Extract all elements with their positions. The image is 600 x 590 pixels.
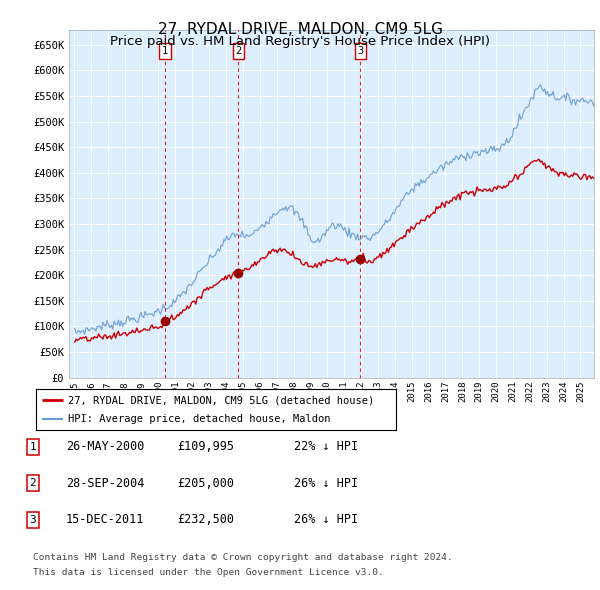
Text: 3: 3 [357, 46, 364, 56]
Text: 26% ↓ HPI: 26% ↓ HPI [294, 513, 358, 526]
Text: HPI: Average price, detached house, Maldon: HPI: Average price, detached house, Mald… [68, 415, 331, 424]
Text: 2: 2 [29, 478, 37, 488]
Text: 27, RYDAL DRIVE, MALDON, CM9 5LG (detached house): 27, RYDAL DRIVE, MALDON, CM9 5LG (detach… [68, 395, 374, 405]
Text: This data is licensed under the Open Government Licence v3.0.: This data is licensed under the Open Gov… [33, 568, 384, 577]
Text: 2: 2 [235, 46, 242, 56]
Text: 22% ↓ HPI: 22% ↓ HPI [294, 440, 358, 453]
Text: 1: 1 [162, 46, 169, 56]
Text: 27, RYDAL DRIVE, MALDON, CM9 5LG: 27, RYDAL DRIVE, MALDON, CM9 5LG [157, 22, 443, 37]
Text: 3: 3 [29, 515, 37, 525]
Text: Contains HM Land Registry data © Crown copyright and database right 2024.: Contains HM Land Registry data © Crown c… [33, 553, 453, 562]
Text: £232,500: £232,500 [177, 513, 234, 526]
Text: 1: 1 [29, 442, 37, 451]
Text: £205,000: £205,000 [177, 477, 234, 490]
Text: 15-DEC-2011: 15-DEC-2011 [66, 513, 145, 526]
Text: 26% ↓ HPI: 26% ↓ HPI [294, 477, 358, 490]
Text: 28-SEP-2004: 28-SEP-2004 [66, 477, 145, 490]
Text: Price paid vs. HM Land Registry's House Price Index (HPI): Price paid vs. HM Land Registry's House … [110, 35, 490, 48]
Text: 26-MAY-2000: 26-MAY-2000 [66, 440, 145, 453]
Text: £109,995: £109,995 [177, 440, 234, 453]
